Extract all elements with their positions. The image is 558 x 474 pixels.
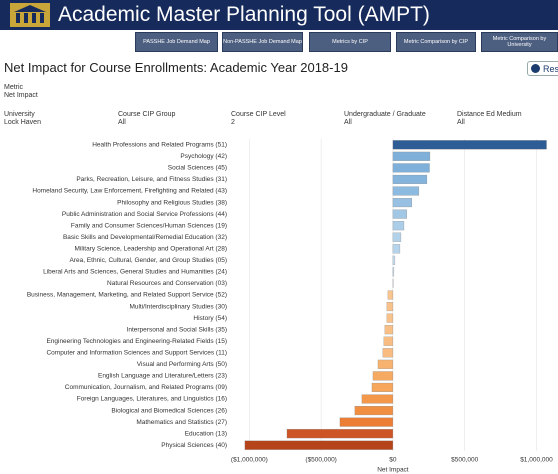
bar: [387, 290, 394, 300]
y-tick-label: Health Professions and Related Programs …: [92, 141, 227, 148]
nav-button[interactable]: Metric Comparison by CIP: [396, 32, 476, 52]
y-tick-label: Education (13): [185, 430, 227, 437]
bar: [371, 382, 394, 392]
y-tick-label: Interpersonal and Social Skills (35): [127, 326, 227, 333]
bar: [392, 244, 401, 254]
y-tick-label: Basic Skills and Developmental/Remedial …: [63, 234, 227, 241]
y-tick-label: Multi/Interdisciplinary Studies (30): [129, 303, 227, 310]
x-tick-label: $1,000,000: [520, 457, 553, 464]
x-tick-label: ($500,000): [305, 457, 336, 464]
y-tick-label: Psychology (42): [180, 153, 227, 160]
bar: [384, 325, 394, 335]
y-tick-label: Mathematics and Statistics (27): [136, 419, 227, 426]
y-tick-label: English Language and Literature/Letters …: [98, 373, 227, 380]
y-tick-label: Homeland Security, Law Enforcement, Fire…: [32, 188, 227, 195]
bar: [392, 198, 413, 208]
bar: [386, 302, 394, 312]
y-tick-label: Natural Resources and Conservation (03): [107, 280, 227, 287]
bar: [392, 232, 402, 242]
x-axis-title: Net Impact: [377, 467, 409, 474]
x-tick-label: $500,000: [451, 457, 478, 464]
bar: [354, 406, 394, 416]
bar: [286, 429, 394, 439]
bar: [392, 174, 428, 184]
bar: [361, 394, 394, 404]
page-title: Net Impact for Course Enrollments: Acade…: [4, 60, 348, 75]
filter-value[interactable]: 2: [231, 119, 235, 126]
y-tick-label: Engineering Technologies and Engineering…: [46, 338, 227, 345]
y-tick-label: Biological and Biomedical Sciences (26): [111, 407, 227, 414]
bar: [392, 267, 395, 277]
y-tick-label: Family and Consumer Sciences/Human Scien…: [71, 222, 227, 229]
y-tick-label: History (54): [193, 315, 227, 322]
nav-button[interactable]: Metric Comparison by University: [481, 32, 558, 52]
y-tick-label: Public Administration and Social Service…: [62, 211, 227, 218]
bar: [392, 209, 407, 219]
nav-button[interactable]: Non-PASSHE Job Demand Map: [222, 32, 303, 52]
bar: [392, 221, 405, 231]
metric-value: Net Impact: [4, 92, 38, 99]
y-tick-label: Philosophy and Religious Studies (38): [117, 199, 227, 206]
logo: [10, 3, 50, 27]
filter-label: University: [4, 111, 35, 118]
bar: [339, 417, 394, 427]
bar: [244, 440, 394, 450]
bar: [392, 255, 396, 265]
y-tick-label: Physical Sciences (40): [161, 442, 227, 449]
y-tick-label: Social Sciences (45): [168, 165, 227, 172]
nav-button[interactable]: Metrics by CIP: [309, 32, 391, 52]
y-tick-label: Military Science, Leadership and Operati…: [75, 245, 227, 252]
y-tick-label: Liberal Arts and Sciences, General Studi…: [43, 269, 227, 276]
filter-label: Course CIP Level: [231, 111, 286, 118]
bar: [386, 313, 394, 323]
bar: [392, 151, 431, 161]
bar: [377, 359, 394, 369]
bar: [382, 348, 394, 358]
y-tick-label: Parks, Recreation, Leisure, and Fitness …: [76, 176, 227, 183]
x-tick-label: $0: [389, 457, 397, 464]
filter-label: Course CIP Group: [118, 111, 176, 118]
bar: [372, 371, 394, 381]
filter-label: Distance Ed Medium: [457, 111, 522, 118]
header: Academic Master Planning Tool (AMPT): [0, 0, 558, 30]
x-tick-label: ($1,000,000): [231, 457, 268, 464]
bar: [392, 140, 547, 150]
filter-value[interactable]: All: [457, 119, 465, 126]
bar: [392, 163, 430, 173]
nav: PASSHE Job Demand Map Non-PASSHE Job Dem…: [0, 30, 558, 54]
y-tick-label: Visual and Performing Arts (50): [137, 361, 227, 368]
nav-button[interactable]: PASSHE Job Demand Map: [135, 32, 218, 52]
metric-label: Metric: [4, 84, 24, 91]
y-tick-label: Business, Management, Marketing, and Rel…: [27, 292, 227, 299]
y-tick-label: Foreign Languages, Literatures, and Ling…: [77, 396, 227, 403]
bar: [392, 186, 420, 196]
filter-value[interactable]: Lock Haven: [4, 119, 41, 126]
filter-value[interactable]: All: [118, 119, 126, 126]
y-tick-label: Area, Ethnic, Cultural, Gender, and Grou…: [69, 257, 227, 264]
filter-value[interactable]: All: [344, 119, 352, 126]
filter-label: Undergraduate / Graduate: [344, 111, 426, 118]
y-tick-label: Computer and Information Sciences and Su…: [46, 349, 227, 356]
y-tick-label: Communication, Journalism, and Related P…: [65, 384, 227, 391]
app-title: Academic Master Planning Tool (AMPT): [58, 3, 430, 26]
bar: [383, 336, 394, 346]
